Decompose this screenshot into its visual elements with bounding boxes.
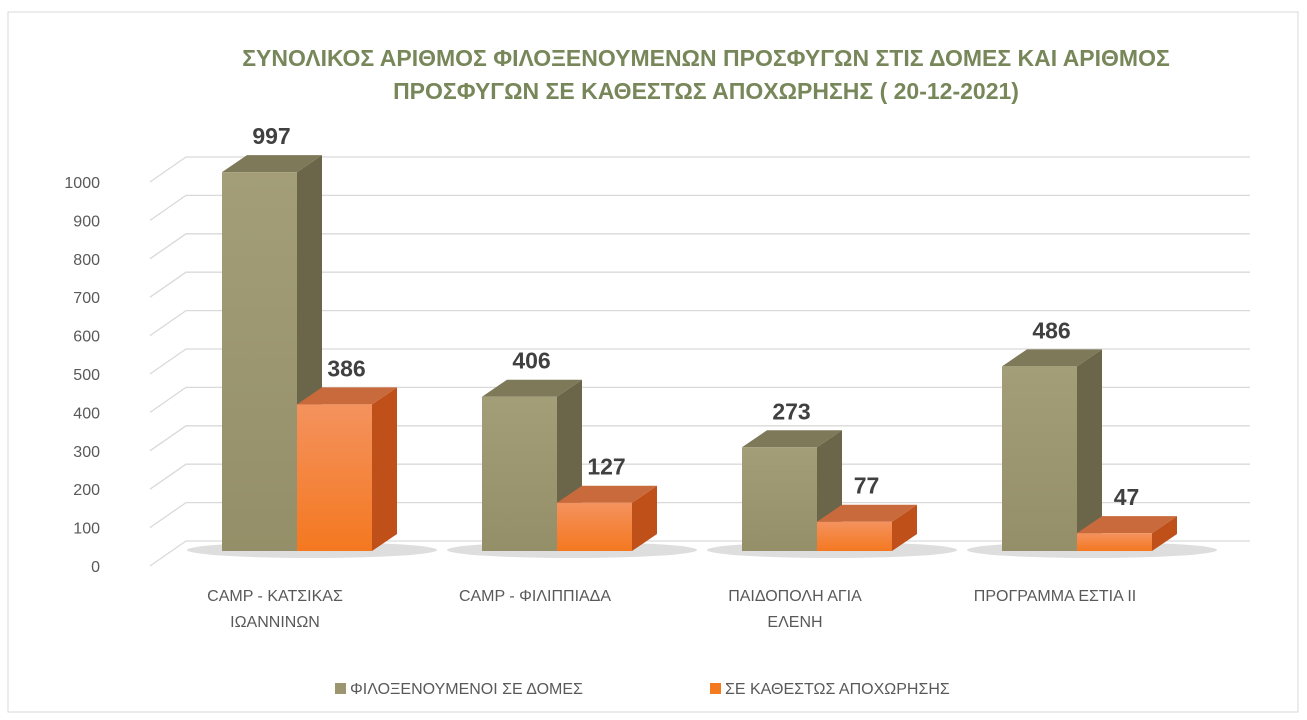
y-tick-label: 300 — [73, 444, 100, 461]
y-tick-label: 700 — [73, 290, 100, 307]
y-tick-label: 100 — [73, 521, 100, 538]
legend-swatch — [335, 683, 346, 694]
y-tick-label: 400 — [73, 405, 100, 422]
data-label: 997 — [252, 123, 290, 149]
bar — [557, 485, 657, 551]
bar-top — [1077, 516, 1177, 534]
y-tick-label: 0 — [91, 559, 100, 576]
legend-swatch — [710, 683, 721, 694]
x-tick-label: CAMP - ΦΙΛΙΠΠΙΑΔΑ — [458, 588, 612, 605]
bar-side — [892, 504, 917, 551]
bar-top — [817, 504, 917, 522]
grid-line — [149, 425, 1250, 452]
bar-top — [742, 430, 842, 448]
data-label: 47 — [1114, 484, 1140, 510]
y-tick-label: 900 — [73, 213, 100, 230]
y-tick-label: 500 — [73, 367, 100, 384]
grid-line — [149, 271, 1250, 298]
bar-top — [222, 155, 322, 173]
y-tick-label: 600 — [73, 329, 100, 346]
bar — [1077, 516, 1177, 551]
bar-front — [817, 521, 892, 551]
y-tick-label: 800 — [73, 252, 100, 269]
data-label: 77 — [854, 473, 880, 499]
bar-top — [1002, 349, 1102, 367]
bar-front — [482, 396, 557, 551]
bar-top — [557, 485, 657, 503]
bar — [817, 504, 917, 551]
bar-top — [482, 379, 582, 397]
grid-line — [149, 348, 1250, 375]
bar-front — [1002, 366, 1077, 551]
y-tick-label: 1000 — [64, 175, 100, 192]
grid-line — [149, 233, 1250, 260]
grid-line — [149, 194, 1250, 221]
bar-top — [297, 387, 397, 405]
grid-line — [149, 309, 1250, 337]
grid-line — [149, 386, 1250, 413]
bar-front — [297, 404, 372, 551]
bar-front — [1077, 533, 1152, 551]
bar-side — [372, 387, 397, 551]
data-label: 386 — [327, 355, 365, 381]
bar — [222, 155, 322, 551]
bar-side — [1152, 516, 1177, 551]
x-tick-label: ΠΑΙΔΟΠΟΛΗ ΑΓΙΑ ΕΛΕΝΗ — [728, 588, 862, 631]
bar-front — [557, 502, 632, 551]
chart-title: ΣΥΝΟΛΙΚΟΣ ΑΡΙΘΜΟΣ ΦΙΛΟΞΕΝΟΥΜΕΝΩΝ ΠΡΟΣΦΥΓ… — [242, 45, 1170, 104]
bar-side — [1077, 349, 1102, 551]
y-tick-label: 200 — [73, 482, 100, 499]
data-label: 273 — [772, 398, 810, 424]
bar-side — [632, 485, 657, 551]
data-label: 127 — [587, 454, 625, 480]
bar — [742, 430, 842, 551]
bar — [1002, 349, 1102, 551]
legend-label: ΦΙΛΟΞΕΝΟΥΜΕΝΟΙ ΣΕ ΔΟΜΕΣ — [350, 681, 583, 698]
bar-front — [742, 447, 817, 551]
data-label: 486 — [1032, 317, 1070, 343]
bar — [297, 387, 397, 551]
x-tick-label: CAMP - ΚΑΤΣΙΚΑΣ ΙΩΑΝΝΙΝΩΝ — [207, 588, 343, 631]
bar-front — [222, 172, 297, 551]
x-tick-label: ΠΡΟΓΡΑΜΜΑ ΕΣΤΙΑ ΙΙ — [973, 588, 1137, 605]
grid-line — [149, 156, 1250, 183]
data-label: 406 — [512, 348, 550, 374]
grid-line — [149, 501, 1250, 529]
grid-line — [149, 463, 1250, 490]
legend-label: ΣΕ ΚΑΘΕΣΤΩΣ ΑΠΟΧΩΡΗΣΗΣ — [725, 681, 950, 698]
